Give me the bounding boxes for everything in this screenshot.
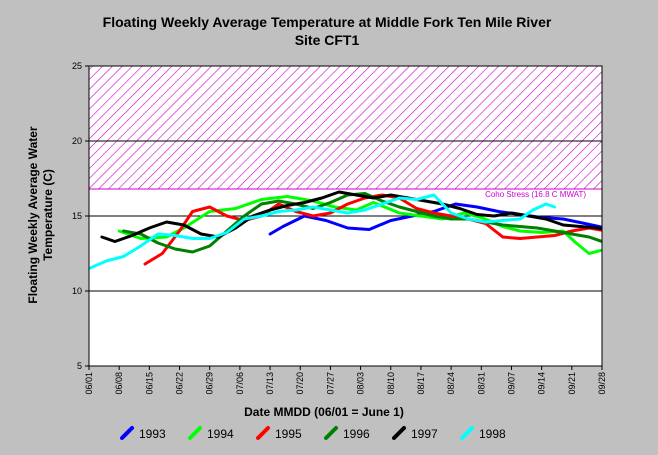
legend-swatch-1998 <box>460 426 474 440</box>
threshold-band <box>89 66 602 189</box>
x-tick-label: 06/01 <box>84 372 94 395</box>
legend-swatch-1995 <box>256 426 270 440</box>
x-axis-label: Date MMDD (06/01 = June 1) <box>244 405 404 419</box>
y-tick-label: 10 <box>72 286 82 296</box>
x-tick-label: 08/03 <box>356 372 366 395</box>
legend-swatch-1996 <box>324 426 338 440</box>
legend-label-1995: 1995 <box>275 427 302 441</box>
legend-label-1994: 1994 <box>207 427 234 441</box>
x-tick-label: 09/07 <box>506 372 516 395</box>
x-tick-label: 06/08 <box>114 372 124 395</box>
legend-swatch-1994 <box>188 426 202 440</box>
x-tick-label: 08/10 <box>386 372 396 395</box>
x-tick-label: 07/27 <box>325 372 335 395</box>
legend-label-1996: 1996 <box>343 427 370 441</box>
threshold-band-label: Coho Stress (16.8 C MWAT) <box>485 190 586 199</box>
chart-title: Floating Weekly Average Temperature at M… <box>103 14 552 30</box>
legend-label-1993: 1993 <box>139 427 166 441</box>
x-tick-label: 09/21 <box>567 372 577 395</box>
x-tick-label: 06/22 <box>175 372 185 395</box>
legend-label-1998: 1998 <box>479 427 506 441</box>
x-tick-label: 09/14 <box>537 372 547 395</box>
x-tick-label: 06/15 <box>144 372 154 395</box>
y-tick-label: 15 <box>72 211 82 221</box>
legend-label-1997: 1997 <box>411 427 438 441</box>
x-tick-label: 06/29 <box>205 372 215 395</box>
series-line-1993 <box>268 202 602 236</box>
x-tick-label: 08/24 <box>446 372 456 395</box>
y-tick-label: 20 <box>72 136 82 146</box>
x-tick-label: 07/20 <box>295 372 305 395</box>
series-line-1995 <box>143 193 602 266</box>
x-tick-label: 09/28 <box>597 372 607 395</box>
x-tick-label: 08/17 <box>416 372 426 395</box>
y-axis-label-line2: Temperature (C) <box>41 169 55 261</box>
x-tick-label: 08/31 <box>476 372 486 395</box>
x-tick-label: 07/06 <box>235 372 245 395</box>
y-tick-label: 5 <box>77 361 82 371</box>
x-tick-label: 07/13 <box>265 372 275 395</box>
legend-swatch-1997 <box>392 426 406 440</box>
y-axis-label-line1: Floating Weekly Average Water <box>26 126 40 303</box>
chart-subtitle: Site CFT1 <box>295 32 360 48</box>
legend-swatch-1993 <box>120 426 134 440</box>
y-tick-label: 25 <box>72 61 82 71</box>
series-line-1998 <box>89 193 557 270</box>
